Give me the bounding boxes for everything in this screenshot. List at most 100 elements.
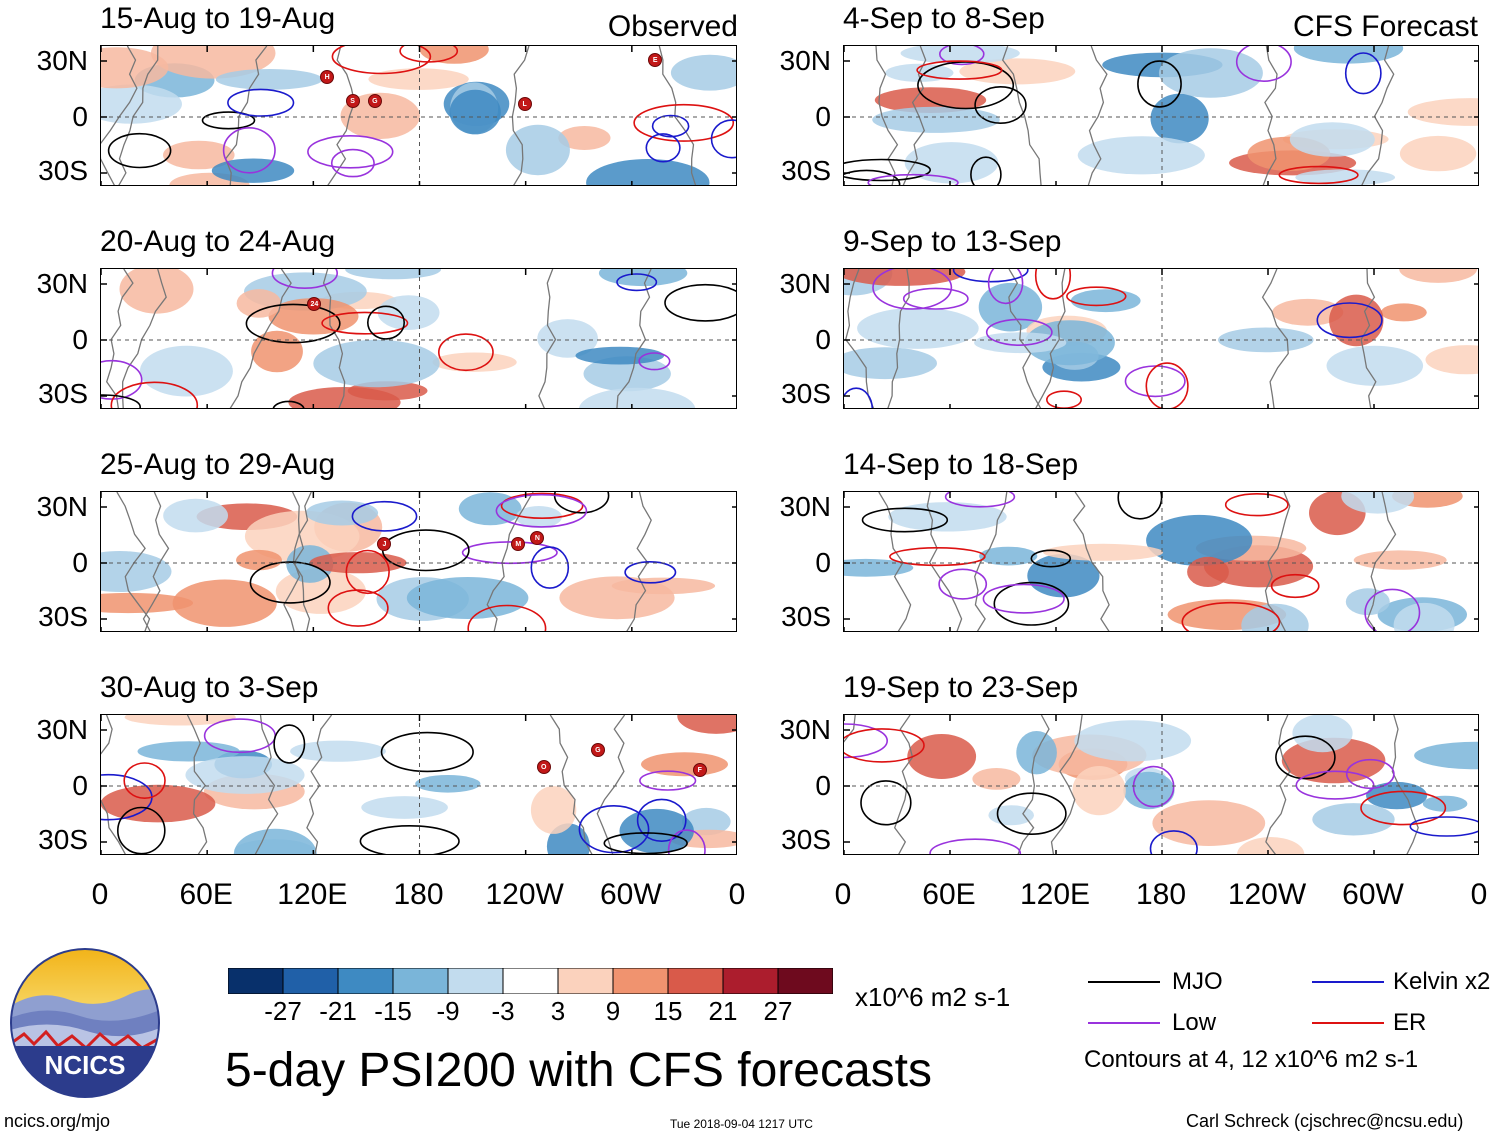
wave-contour [345,549,390,595]
negative-anomaly-shading [583,356,671,392]
negative-anomaly-shading [1422,795,1468,812]
colorbar-swatch [667,967,724,995]
negative-anomaly-shading [1123,771,1175,810]
wave-contour [123,762,166,800]
wave-contour [639,770,697,791]
wave-contour [1235,46,1292,82]
positive-anomaly-shading [236,289,282,318]
colorbar-tick-label: 3 [550,996,566,1026]
wave-contour [1034,269,1072,300]
wave-contour [366,305,405,340]
y-tick-label: 0 [815,324,831,355]
y-tick-label: 0 [815,547,831,578]
coastline [101,715,126,854]
negative-anomaly-shading [185,756,305,794]
y-tick-label: 30N [36,714,88,745]
coastline [549,715,593,854]
wave-contour [1360,790,1447,826]
map-panel [843,45,1479,186]
wave-contour [530,546,570,589]
wave-contour [944,492,1016,508]
coastline [1087,46,1108,185]
wave-contour [970,156,1002,185]
positive-anomaly-shading [163,140,235,170]
storm-marker: 24 [307,297,322,312]
map-field [844,492,1478,631]
coastline [1017,715,1050,854]
wave-contour [307,135,394,169]
wave-contour [101,359,143,400]
coastline [1008,269,1042,408]
map-field [844,46,1478,185]
coastline [1001,46,1042,185]
y-tick-label: 30S [38,824,88,855]
coastline [1361,46,1395,185]
wave-contour [844,728,925,763]
wave-contour [636,798,687,843]
storm-marker: N [530,531,545,546]
coastline [538,269,557,408]
wave-contour [1409,816,1478,837]
wave-contour [1137,60,1182,108]
wave-contour [330,148,375,178]
wave-contour [844,158,931,182]
negative-anomaly-shading [598,269,688,287]
positive-anomaly-shading [559,576,675,620]
colorbar-tick-label: 21 [708,996,738,1026]
positive-anomaly-shading [558,126,611,150]
wave-contour [271,269,338,289]
wave-contour [227,88,295,117]
wave-contour [916,60,1003,80]
coastline [1360,269,1377,408]
y-tick-label: 30N [36,268,88,299]
wave-contour [1046,390,1082,408]
y-tick-label: 30S [781,824,831,855]
wave-contour [273,724,306,764]
panel-title: 20-Aug to 24-Aug [100,225,336,258]
negative-anomaly-shading [1158,48,1263,98]
negative-anomaly-shading [211,158,295,183]
negative-anomaly-shading [290,740,386,762]
colorbar-swatch [722,967,779,995]
positive-anomaly-shading [1399,135,1477,172]
wave-contour [1345,758,1395,790]
negative-anomaly-shading [345,269,441,280]
negative-anomaly-shading [872,106,1000,133]
positive-anomaly-shading [972,768,1021,790]
negative-anomaly-shading [1150,93,1209,144]
positive-anomaly-shading [1353,550,1447,570]
map-field [844,715,1478,854]
ncics-logo: NCICS [10,948,160,1098]
positive-anomaly-shading [432,352,517,372]
storm-marker: E [648,53,663,68]
legend-er: ER [1393,1009,1427,1036]
observed-label: Observed [607,10,738,43]
forecast-label: CFS Forecast [1292,10,1478,43]
negative-anomaly-shading [1077,136,1205,175]
positive-anomaly-shading [101,784,216,823]
colorbar-swatch [282,967,339,995]
negative-anomaly-shading [1341,492,1415,514]
positive-anomaly-shading [368,68,469,90]
wave-contour [351,500,418,532]
negative-anomaly-shading [974,332,1067,354]
colorbar-tick-label: 9 [605,996,621,1026]
negative-anomaly-shading [1366,781,1428,810]
y-tick-label: 30S [781,601,831,632]
storm-marker: M [511,537,526,552]
positive-anomaly-shading [1399,269,1477,283]
wave-contour [437,333,494,372]
coastline [1035,269,1066,408]
footer-url[interactable]: ncics.org/mjo [4,1111,111,1131]
wave-contour [616,273,658,292]
coastline [1265,715,1291,854]
y-tick-label: 30S [781,378,831,409]
panel-title: 14-Sep to 18-Sep [843,448,1079,481]
wave-contour [624,561,677,584]
negative-anomaly-shading [682,807,731,836]
y-tick-label: 30N [36,491,88,522]
wave-contour [1316,302,1383,339]
wave-contour [872,269,953,310]
wave-contour [860,780,912,826]
wave-contour [844,387,874,408]
